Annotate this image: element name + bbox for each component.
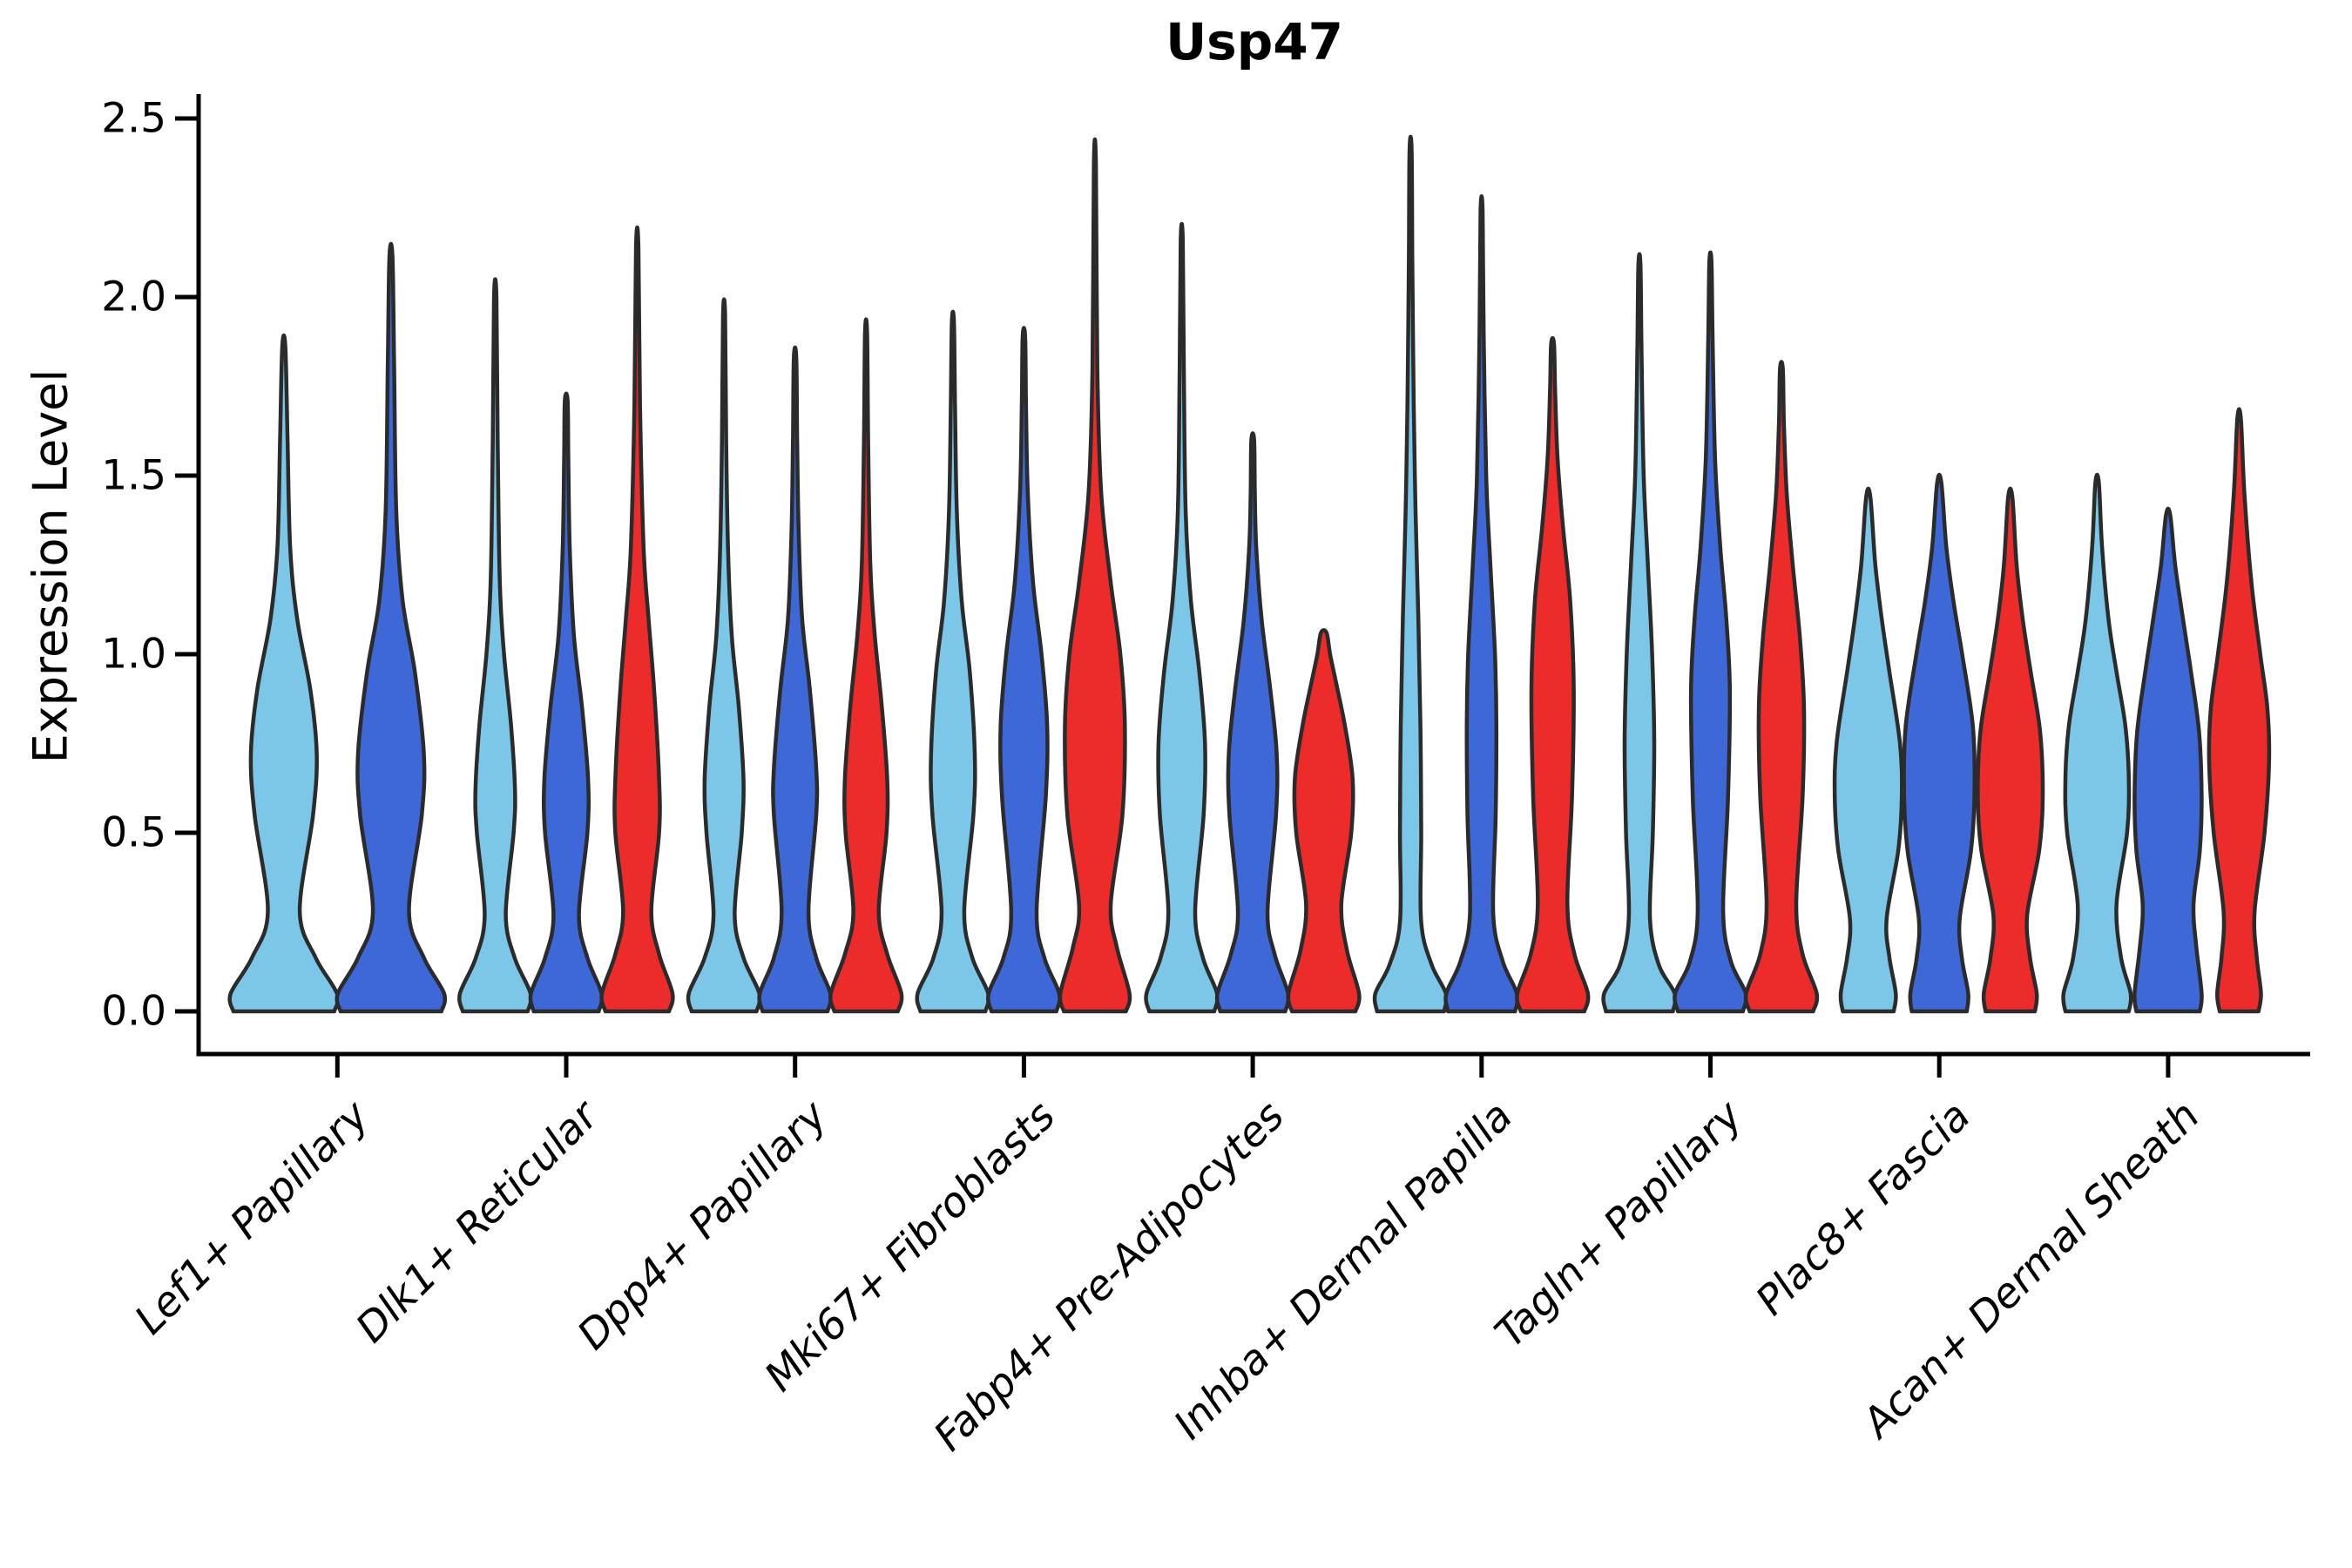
violin-acan-dermal-sheath-lightblue [2061,472,2133,1014]
violin-fabp4-pre-adipocytes-blue [1214,431,1291,1014]
violin-acan-dermal-sheath-blue [2132,506,2204,1014]
chart-title: Usp47 [1166,12,1343,71]
violin-dlk1-reticular-lightblue [457,277,533,1014]
violin-lef1-papillary-blue [335,241,448,1014]
violin-dlk1-reticular-blue [528,391,605,1014]
violins-layer [227,134,2272,1014]
y-tick-label: 1.0 [101,630,166,679]
y-tick-label: 2.5 [101,94,166,143]
axes-layer [175,94,2310,1078]
y-tick-label: 0.5 [101,808,166,857]
violin-mki67-fibroblasts-lightblue [915,309,991,1014]
violin-dpp4-papillary-red [828,317,904,1014]
violin-inhba-dermal-papilla-red [1515,335,1591,1014]
violin-fabp4-pre-adipocytes-lightblue [1144,221,1220,1014]
violin-dpp4-papillary-blue [757,345,833,1014]
violin-plac8-fascia-blue [1902,472,1977,1014]
violin-mki67-fibroblasts-blue [986,326,1062,1014]
violin-acan-dermal-sheath-red [2207,407,2272,1014]
violin-tagln-papillary-lightblue [1601,252,1678,1014]
violin-inhba-dermal-papilla-blue [1443,193,1520,1014]
y-tick-label: 1.5 [101,451,166,500]
y-tick-label: 2.0 [101,273,166,321]
violin-tagln-papillary-blue [1673,250,1748,1014]
violin-inhba-dermal-papilla-lightblue [1372,134,1449,1014]
violin-dlk1-reticular-red [599,225,675,1014]
y-tick-label: 0.0 [101,987,166,1036]
violin-dpp4-papillary-lightblue [686,297,762,1014]
violin-plac8-fascia-red [1976,486,2045,1014]
y-axis-label: Expression Level [23,368,78,764]
violin-mki67-fibroblasts-red [1058,138,1132,1014]
violin-lef1-papillary-lightblue [227,333,341,1014]
violin-fabp4-pre-adipocytes-red [1286,628,1362,1014]
violin-plac8-fascia-lightblue [1832,486,1904,1014]
violin-tagln-papillary-red [1743,360,1820,1014]
